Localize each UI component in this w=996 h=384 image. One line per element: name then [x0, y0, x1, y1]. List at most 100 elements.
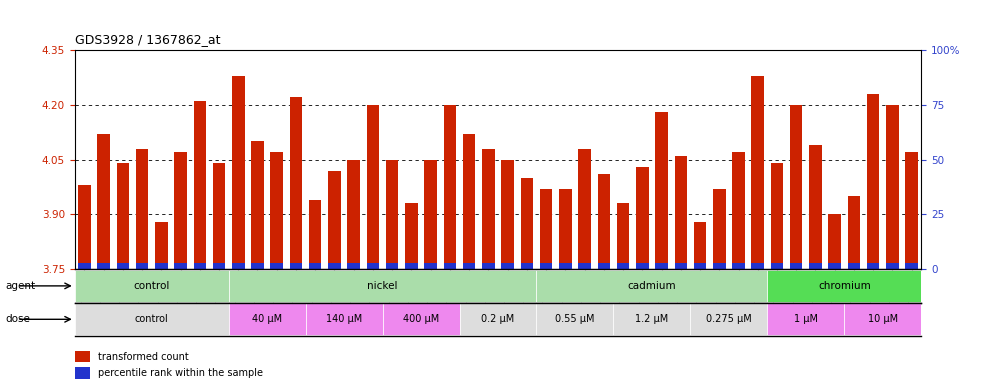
- Bar: [732, 152, 745, 269]
- Bar: [75, 351, 90, 362]
- Bar: [521, 178, 533, 269]
- Bar: [521, 263, 533, 269]
- Bar: [155, 263, 167, 269]
- Bar: [193, 101, 206, 269]
- Bar: [579, 149, 591, 269]
- Bar: [713, 189, 725, 269]
- Bar: [174, 263, 187, 269]
- Bar: [636, 167, 648, 269]
- Bar: [540, 189, 553, 269]
- Bar: [424, 159, 437, 269]
- Bar: [135, 263, 148, 269]
- Text: 1.2 μM: 1.2 μM: [635, 314, 668, 324]
- Bar: [614, 303, 690, 335]
- Bar: [636, 263, 648, 269]
- Bar: [537, 303, 614, 335]
- Bar: [845, 303, 921, 335]
- Bar: [598, 174, 611, 269]
- Bar: [690, 303, 767, 335]
- Bar: [674, 263, 687, 269]
- Bar: [385, 263, 398, 269]
- Bar: [348, 263, 360, 269]
- Bar: [117, 163, 129, 269]
- Bar: [713, 263, 725, 269]
- Bar: [367, 263, 379, 269]
- Bar: [905, 152, 918, 269]
- Bar: [117, 263, 129, 269]
- Text: control: control: [134, 314, 168, 324]
- Bar: [443, 105, 456, 269]
- Text: transformed count: transformed count: [99, 352, 189, 362]
- Bar: [213, 163, 225, 269]
- Text: 0.2 μM: 0.2 μM: [481, 314, 515, 324]
- Bar: [271, 152, 283, 269]
- Bar: [309, 263, 322, 269]
- Bar: [75, 367, 90, 379]
- Bar: [655, 112, 667, 269]
- Bar: [213, 263, 225, 269]
- Text: GDS3928 / 1367862_at: GDS3928 / 1367862_at: [75, 33, 220, 46]
- Bar: [598, 263, 611, 269]
- Bar: [617, 263, 629, 269]
- Bar: [385, 159, 398, 269]
- Bar: [290, 98, 302, 269]
- Bar: [809, 145, 822, 269]
- Bar: [251, 141, 264, 269]
- Bar: [809, 263, 822, 269]
- Bar: [482, 263, 495, 269]
- Bar: [405, 263, 417, 269]
- Text: cadmium: cadmium: [627, 281, 676, 291]
- Bar: [867, 263, 879, 269]
- Bar: [767, 270, 921, 302]
- Bar: [694, 263, 706, 269]
- Bar: [886, 263, 898, 269]
- Bar: [867, 94, 879, 269]
- Bar: [290, 263, 302, 269]
- Bar: [752, 76, 764, 269]
- Bar: [229, 270, 537, 302]
- Text: 0.275 μM: 0.275 μM: [706, 314, 752, 324]
- Bar: [771, 163, 783, 269]
- Bar: [75, 303, 229, 335]
- Text: 40 μM: 40 μM: [252, 314, 282, 324]
- Bar: [848, 196, 861, 269]
- Bar: [540, 263, 553, 269]
- Text: percentile rank within the sample: percentile rank within the sample: [99, 368, 263, 378]
- Bar: [790, 105, 803, 269]
- Bar: [848, 263, 861, 269]
- Bar: [135, 149, 148, 269]
- Bar: [767, 303, 845, 335]
- Text: 400 μM: 400 μM: [403, 314, 439, 324]
- Text: control: control: [133, 281, 170, 291]
- Bar: [752, 263, 764, 269]
- Text: chromium: chromium: [818, 281, 871, 291]
- Bar: [329, 170, 341, 269]
- Bar: [78, 263, 91, 269]
- Bar: [674, 156, 687, 269]
- Bar: [537, 270, 767, 302]
- Bar: [367, 105, 379, 269]
- Bar: [559, 189, 572, 269]
- Bar: [829, 214, 841, 269]
- Bar: [75, 270, 229, 302]
- Bar: [251, 263, 264, 269]
- Text: nickel: nickel: [368, 281, 397, 291]
- Bar: [424, 263, 437, 269]
- Bar: [459, 303, 537, 335]
- Text: dose: dose: [5, 314, 30, 324]
- Bar: [309, 200, 322, 269]
- Bar: [732, 263, 745, 269]
- Bar: [501, 159, 514, 269]
- Bar: [329, 263, 341, 269]
- Bar: [382, 303, 459, 335]
- Bar: [694, 222, 706, 269]
- Bar: [306, 303, 382, 335]
- Text: 0.55 μM: 0.55 μM: [555, 314, 595, 324]
- Bar: [655, 263, 667, 269]
- Bar: [829, 263, 841, 269]
- Text: 10 μM: 10 μM: [868, 314, 897, 324]
- Bar: [559, 263, 572, 269]
- Bar: [271, 263, 283, 269]
- Bar: [905, 263, 918, 269]
- Bar: [501, 263, 514, 269]
